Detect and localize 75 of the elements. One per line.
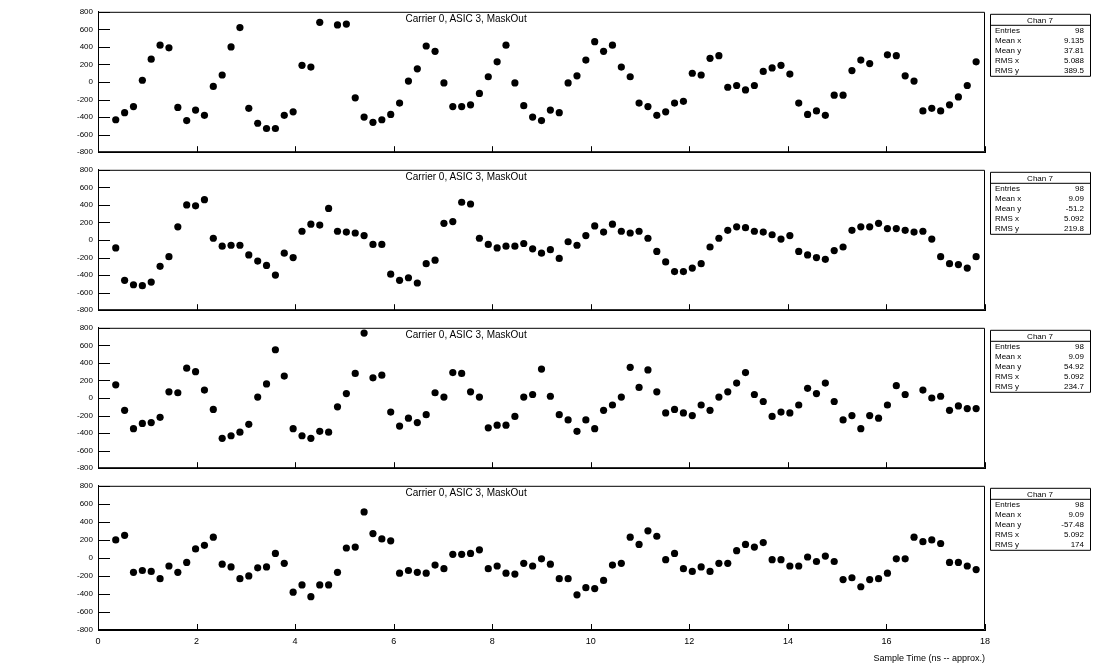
text: Mean y -51.2 — [995, 203, 1084, 213]
text: Mean y 54.92 — [995, 361, 1084, 371]
y-tick-label: 400 — [79, 517, 94, 527]
x-tick-label: 18 — [979, 635, 991, 646]
y-tick-label: 0 — [88, 393, 94, 403]
y-tick-label: -200 — [76, 94, 94, 104]
y-tick-label: 800 — [79, 165, 94, 174]
y-tick-label: -200 — [76, 410, 94, 420]
y-tick-label: -400 — [76, 428, 94, 438]
x-tick-label: 10 — [585, 635, 596, 646]
text: Entries 98 — [995, 499, 1084, 509]
text: Chan 7 — [1027, 15, 1054, 25]
text: RMS y 174 — [995, 539, 1084, 549]
y-tick-label: 200 — [79, 535, 94, 545]
y-tick-label: -600 — [76, 129, 94, 139]
y-tick-label: 600 — [79, 182, 94, 192]
y-tick-label: 400 — [79, 200, 94, 210]
text: Mean y -57.48 — [995, 519, 1084, 529]
y-tick-label: 200 — [79, 375, 94, 385]
y-tick-label: 400 — [79, 358, 94, 368]
text: Chan 7 — [1027, 173, 1054, 183]
text: Mean y 37.81 — [995, 45, 1084, 55]
text: RMS x 5.092 — [995, 371, 1084, 381]
text: Mean x 9.09 — [995, 193, 1084, 203]
text: Entries 98 — [995, 341, 1084, 351]
text: Entries 98 — [995, 25, 1084, 35]
y-tick-label: 600 — [79, 24, 94, 34]
x-axis-title: Sample Time (ns -- approx.) — [873, 653, 985, 664]
text: RMS x 5.092 — [995, 529, 1084, 539]
text: Chan 7 — [1027, 489, 1054, 499]
text: Mean x 9.09 — [995, 351, 1084, 361]
text: RMS y 389.5 — [995, 65, 1084, 75]
text: Mean x 9.135 — [995, 35, 1084, 45]
y-tick-label: -400 — [76, 270, 94, 280]
chart-title: Carrier 0, ASIC 3, MaskOut — [405, 170, 527, 182]
x-tick-label: 2 — [194, 635, 200, 646]
y-tick-label: 0 — [88, 235, 94, 245]
y-tick-label: -200 — [76, 252, 94, 262]
chart-title: Carrier 0, ASIC 3, MaskOut — [405, 486, 527, 498]
y-tick-label: -600 — [76, 607, 94, 617]
y-tick-label: -200 — [76, 571, 94, 581]
chart-title: Carrier 0, ASIC 3, MaskOut — [405, 12, 527, 24]
y-tick-label: -800 — [76, 463, 94, 473]
y-tick-label: 0 — [88, 77, 94, 87]
y-tick-label: 800 — [79, 481, 94, 490]
y-tick-label: -800 — [76, 147, 94, 157]
text: Chan 7 — [1027, 331, 1054, 341]
y-tick-label: -800 — [76, 305, 94, 315]
y-tick-label: 200 — [79, 59, 94, 69]
x-tick-label: 12 — [684, 635, 695, 646]
y-tick-label: 0 — [88, 553, 94, 563]
text: RMS y 219.8 — [995, 223, 1084, 233]
text: RMS y 234.7 — [995, 381, 1084, 391]
y-tick-label: -600 — [76, 287, 94, 297]
x-tick-label: 6 — [391, 635, 397, 646]
y-tick-label: 600 — [79, 340, 94, 350]
y-tick-label: 400 — [79, 42, 94, 52]
y-tick-label: 800 — [79, 7, 94, 16]
y-tick-label: 200 — [79, 217, 94, 227]
text: RMS x 5.092 — [995, 213, 1084, 223]
x-tick-label: 14 — [782, 635, 793, 646]
y-tick-label: -400 — [76, 589, 94, 599]
x-tick-label: 4 — [292, 635, 298, 646]
y-tick-label: -400 — [76, 112, 94, 122]
x-tick-label: 8 — [489, 635, 495, 646]
chart-title: Carrier 0, ASIC 3, MaskOut — [405, 328, 527, 340]
text: RMS x 5.088 — [995, 55, 1084, 65]
y-tick-label: -800 — [76, 625, 94, 635]
x-tick-label: 16 — [881, 635, 892, 646]
y-tick-label: 800 — [79, 323, 94, 332]
y-tick-label: -600 — [76, 445, 94, 455]
text: Mean x 9.09 — [995, 509, 1084, 519]
x-tick-label: 0 — [95, 635, 101, 646]
text: Entries 98 — [995, 183, 1084, 193]
y-tick-label: 600 — [79, 499, 94, 509]
